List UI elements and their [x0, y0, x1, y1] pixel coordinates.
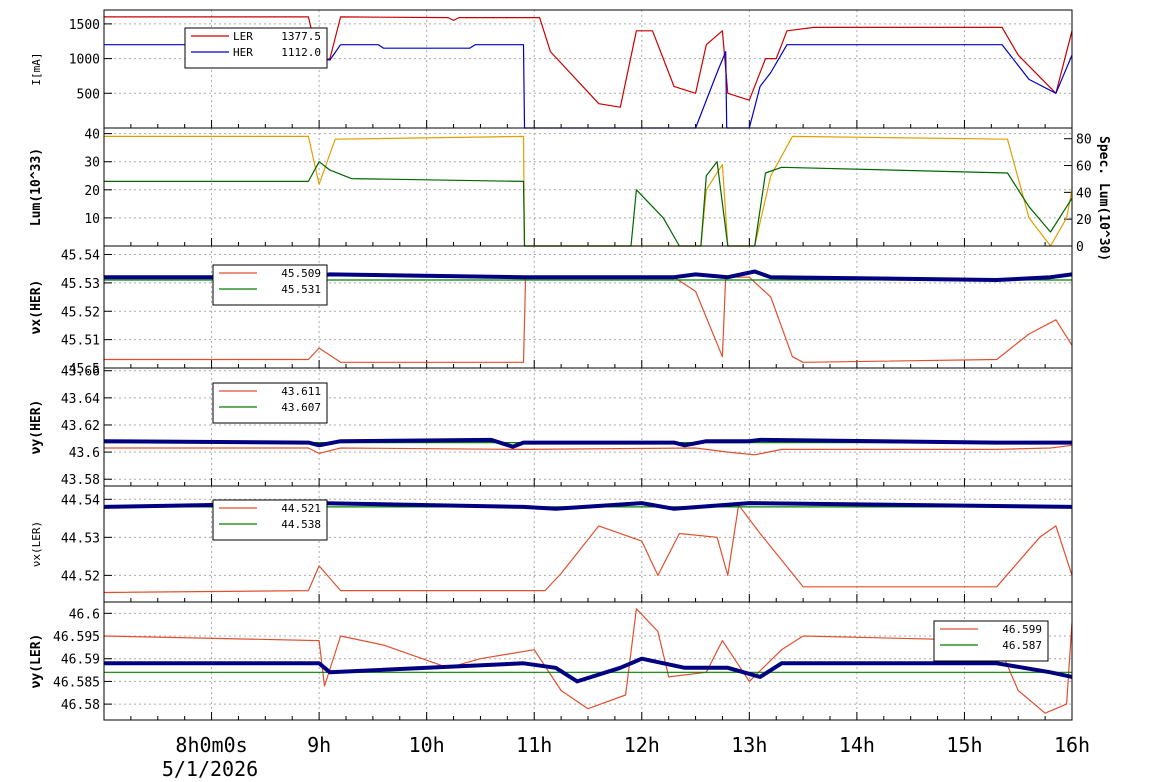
- series-meas: [103, 437, 1072, 449]
- series-set: [103, 504, 1073, 594]
- legend-label: HER: [233, 46, 253, 59]
- x-tick-label: 10h: [409, 733, 445, 757]
- x-tick-label: 14h: [839, 733, 875, 757]
- y2-tick-label: 40: [1076, 186, 1092, 201]
- x-tick-label: 13h: [731, 733, 767, 757]
- y-tick-label: 43.62: [61, 419, 100, 434]
- legend-value: 46.599: [1002, 623, 1042, 636]
- panel-frame: [103, 245, 1073, 369]
- y-tick-label: 43.66: [61, 365, 100, 380]
- y-tick-label: 44.53: [61, 531, 100, 546]
- y-tick-label: 45.5: [69, 362, 100, 377]
- legend-value: 1377.5: [281, 30, 321, 43]
- series-ler: [104, 16, 1073, 108]
- y2-tick-label: 60: [1076, 160, 1092, 175]
- y-tick-label: 46.59: [61, 653, 100, 668]
- legend-label: LER: [233, 30, 253, 43]
- y-axis-label: νy(HER): [29, 400, 44, 455]
- y-tick-label: 1500: [69, 18, 100, 33]
- legend-value: 45.509: [281, 267, 321, 280]
- y-tick-label: 45.54: [61, 249, 100, 264]
- y-tick-label: 46.585: [53, 675, 100, 690]
- y-tick-label: 500: [77, 87, 100, 102]
- legend-value: 44.538: [281, 518, 321, 531]
- legend-box: [184, 27, 328, 69]
- x-date-label: 5/1/2026: [162, 757, 258, 781]
- series-lum: [104, 135, 1073, 247]
- x-tick-label: 8h0m0s: [175, 733, 247, 757]
- y-tick-label: 45.53: [61, 277, 100, 292]
- y-axis-label: Lum(10^33): [29, 148, 44, 226]
- y-tick-label: 43.6: [69, 446, 100, 461]
- legend-box: [212, 382, 328, 424]
- series-set: [103, 608, 1073, 714]
- y-tick-label: 46.58: [61, 698, 100, 713]
- legend-value: 46.587: [1002, 639, 1042, 652]
- y-tick-label: 46.595: [53, 630, 100, 645]
- panel-frame: [103, 127, 1073, 247]
- legend-value: 45.531: [281, 283, 321, 296]
- y2-tick-label: 80: [1076, 133, 1092, 148]
- series-meas: [103, 501, 1073, 511]
- legend-value: 43.607: [281, 401, 321, 414]
- series-set: [104, 276, 1073, 363]
- y2-tick-label: 20: [1076, 213, 1092, 228]
- series-set: [104, 444, 1073, 456]
- x-tick-label: 16h: [1054, 733, 1090, 757]
- y-tick-label: 44.52: [61, 569, 100, 584]
- y2-tick-label: 0: [1076, 240, 1084, 255]
- y-axis-label: νy(LER): [29, 634, 44, 689]
- y-tick-label: 45.51: [61, 334, 100, 349]
- y-tick-label: 30: [84, 156, 100, 171]
- legend-value: 1112.0: [281, 46, 321, 59]
- y-axis-label: νx(LER): [30, 521, 43, 567]
- x-tick-label: 12h: [624, 733, 660, 757]
- legend-box: [212, 499, 328, 541]
- y-tick-label: 44.54: [61, 493, 100, 508]
- x-tick-label: 11h: [516, 733, 552, 757]
- y-tick-label: 10: [84, 212, 100, 227]
- series-meas: [104, 656, 1073, 684]
- y-tick-label: 43.64: [61, 392, 100, 407]
- y-tick-label: 40: [84, 128, 100, 143]
- series-spec-lum: [104, 161, 1073, 247]
- y-axis-label: νx(HER): [29, 280, 44, 335]
- y-tick-label: 43.58: [61, 473, 100, 488]
- x-tick-label: 9h: [307, 733, 331, 757]
- legend-box: [933, 620, 1049, 662]
- y-tick-label: 20: [84, 184, 100, 199]
- y2-axis-label: Spec. Lum(10^30): [1096, 136, 1111, 261]
- legend-box: [212, 264, 328, 306]
- x-tick-label: 15h: [946, 733, 982, 757]
- legend-value: 43.611: [281, 385, 321, 398]
- legend-value: 44.521: [281, 502, 321, 515]
- panel-frame: [103, 601, 1073, 721]
- y-tick-label: 1000: [69, 53, 100, 68]
- y-tick-label: 45.52: [61, 305, 100, 320]
- y-tick-label: 46.6: [69, 607, 100, 622]
- y-axis-label: I[mA]: [30, 52, 43, 85]
